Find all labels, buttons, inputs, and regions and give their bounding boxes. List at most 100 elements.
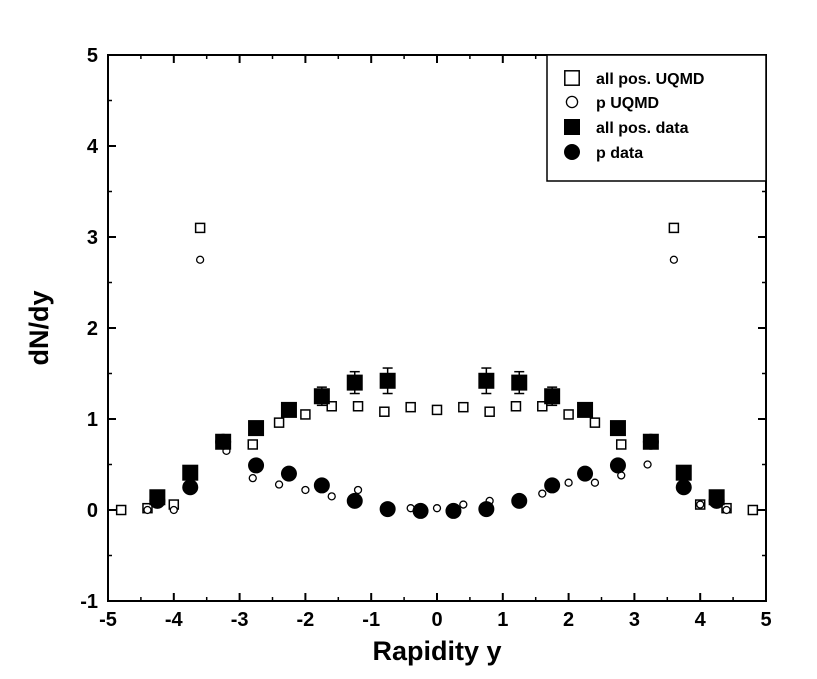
x-tick-label: -4 <box>165 609 184 631</box>
data-point <box>405 401 416 413</box>
data-point <box>511 492 528 509</box>
legend-box <box>546 54 767 182</box>
data-point <box>478 501 495 518</box>
data-point <box>346 374 363 391</box>
y-tick-label: 3 <box>87 227 98 249</box>
x-tick-label: -5 <box>99 609 117 631</box>
data-point <box>484 406 495 417</box>
data-point <box>194 222 206 234</box>
data-point <box>459 500 468 509</box>
data-point <box>412 502 429 519</box>
data-point <box>615 439 627 450</box>
data-point <box>747 504 759 516</box>
data-point <box>538 489 547 498</box>
data-point <box>195 255 205 264</box>
legend-marker-open-circle <box>565 95 579 109</box>
data-point <box>445 502 462 519</box>
data-point <box>708 492 725 509</box>
data-point <box>544 477 561 494</box>
data-point <box>352 401 364 412</box>
legend-label: p data <box>596 145 643 162</box>
legend-items: all pos. UQMD p UQMD all pos. data p data <box>564 70 704 162</box>
data-point <box>149 492 166 509</box>
data-point <box>248 457 265 474</box>
data-point <box>300 409 311 420</box>
y-tick-label: 2 <box>87 318 98 340</box>
series-layer <box>115 222 759 519</box>
legend-label: all pos. UQMD <box>596 71 704 88</box>
x-tick-label: -1 <box>362 609 380 631</box>
data-point <box>510 401 522 412</box>
x-tick-label: -2 <box>297 609 315 631</box>
data-point <box>668 222 680 234</box>
data-point <box>696 500 705 509</box>
data-point <box>609 457 626 474</box>
data-point <box>273 417 285 428</box>
x-tick-label: -3 <box>231 609 249 631</box>
x-tick-label: 2 <box>563 609 574 631</box>
series-open-circle <box>143 255 731 515</box>
legend-label: p UQMD <box>596 95 659 112</box>
x-tick-label: 4 <box>695 609 707 631</box>
data-point <box>353 485 363 495</box>
y-axis-title: dN/dy <box>24 290 54 365</box>
y-tick-label: 4 <box>87 136 99 158</box>
data-point <box>643 460 652 469</box>
data-point <box>563 409 574 420</box>
data-point <box>379 406 390 417</box>
data-point <box>248 473 257 483</box>
data-point <box>313 477 330 494</box>
legend-label: all pos. data <box>596 120 689 137</box>
data-point <box>379 372 396 389</box>
x-tick-label: 0 <box>431 609 442 631</box>
data-point <box>313 388 330 405</box>
series-filled-circle <box>149 433 725 519</box>
data-point <box>143 505 152 515</box>
data-point <box>589 417 601 428</box>
data-point <box>537 401 548 412</box>
data-point <box>326 401 337 412</box>
data-point <box>458 401 469 413</box>
data-point <box>642 433 659 450</box>
y-tick-label: 5 <box>87 45 98 67</box>
data-point <box>327 492 336 501</box>
y-tick-label: -1 <box>80 591 98 613</box>
data-point <box>274 480 284 489</box>
tick-labels-layer: -5 -4 -3 -2 -1 0 1 2 3 4 5 -1 0 1 2 3 4 5 <box>80 45 771 631</box>
data-point <box>280 465 297 482</box>
data-point <box>431 404 443 416</box>
data-point <box>280 401 297 418</box>
data-point <box>564 478 573 487</box>
x-tick-label: 5 <box>760 609 771 631</box>
data-point <box>577 401 594 418</box>
data-point <box>577 465 594 482</box>
data-point <box>544 388 561 405</box>
data-point <box>669 255 679 264</box>
data-point <box>182 464 199 481</box>
data-point <box>478 372 495 389</box>
data-point <box>675 479 692 496</box>
data-point <box>169 505 178 515</box>
data-point <box>675 464 692 481</box>
y-tick-label: 1 <box>87 409 98 431</box>
data-point <box>590 478 600 487</box>
legend-marker-filled-square <box>564 119 580 135</box>
data-point <box>247 439 259 450</box>
data-point <box>248 420 265 437</box>
data-point <box>432 504 442 513</box>
data-point <box>215 433 232 450</box>
legend-marker-open-square <box>564 70 580 86</box>
x-axis-title: Rapidity y <box>372 636 501 666</box>
y-tick-label: 0 <box>87 500 98 522</box>
legend: all pos. UQMD p UQMD all pos. data p data <box>546 54 767 182</box>
data-point <box>511 374 528 391</box>
data-point <box>301 485 310 495</box>
data-point <box>609 420 626 437</box>
data-point <box>182 479 199 496</box>
data-point <box>115 504 127 516</box>
series-filled-square <box>149 367 725 506</box>
data-point <box>722 505 731 515</box>
data-point <box>379 501 396 518</box>
x-tick-label: 3 <box>629 609 640 631</box>
